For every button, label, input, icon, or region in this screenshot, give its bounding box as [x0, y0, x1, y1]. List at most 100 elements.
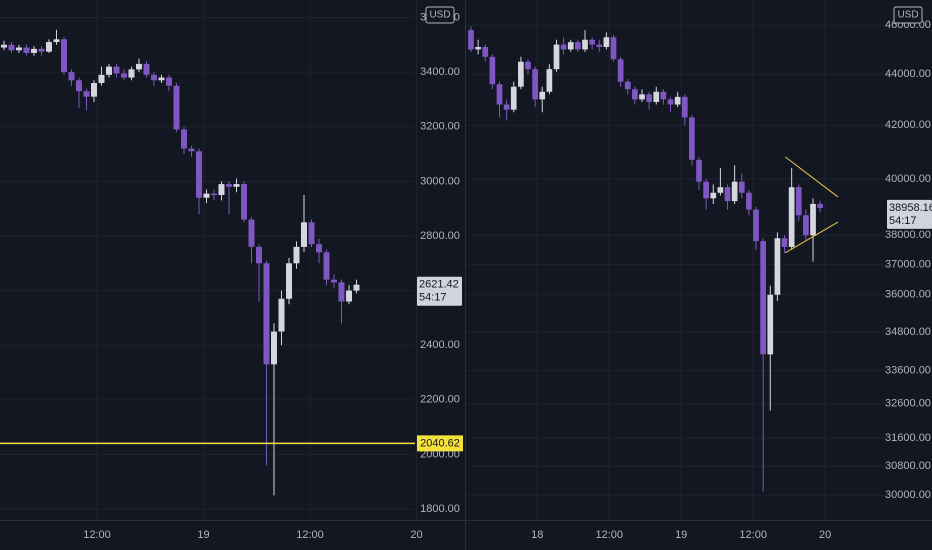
candle-body: [532, 69, 538, 100]
last-price-box: [417, 276, 462, 306]
hline-price-box: [417, 435, 463, 452]
candle-body: [255, 246, 262, 264]
candle-body: [510, 86, 517, 110]
candle-body: [653, 91, 660, 102]
candle-body: [38, 48, 45, 52]
y-tick-label: 40000.00: [885, 173, 931, 185]
currency-label: USD: [897, 10, 918, 21]
countdown-label: 54:17: [419, 292, 447, 304]
candle-body: [518, 61, 524, 87]
candle-body: [475, 46, 481, 50]
y-tick-label: 44000.00: [885, 68, 931, 80]
candle-body: [817, 203, 824, 208]
candle-body: [173, 85, 180, 130]
candle-body: [681, 96, 688, 118]
candle-body: [158, 77, 165, 81]
candle-body: [760, 241, 766, 355]
candle-body: [738, 181, 745, 193]
candle-body: [113, 66, 120, 74]
candle-body: [774, 238, 781, 295]
x-tick-label: 19: [675, 529, 687, 541]
candle-body: [610, 37, 617, 60]
candle-body: [810, 203, 816, 236]
candle-body: [165, 77, 172, 86]
candle-body: [731, 181, 738, 202]
x-tick-label: 19: [197, 529, 209, 541]
candle-body: [345, 290, 352, 302]
candle-body: [128, 69, 135, 78]
candle-body: [575, 42, 581, 50]
last-price-label: 38958.16: [889, 202, 932, 214]
y-tick-label: 36000.00: [885, 289, 931, 301]
candle-body: [315, 244, 322, 253]
y-tick-label: 2800.00: [420, 230, 460, 242]
candle-body: [553, 44, 560, 70]
candle-body: [278, 298, 285, 332]
candle-body: [496, 84, 503, 105]
candle-body: [300, 222, 307, 247]
y-tick-label: 2400.00: [420, 339, 460, 351]
candle-body: [45, 42, 52, 52]
candle-body: [90, 83, 97, 97]
candle-body: [270, 331, 277, 365]
candle-body: [8, 44, 15, 51]
candle-body: [263, 263, 270, 365]
trendline: [784, 156, 839, 198]
candle-body: [674, 96, 681, 105]
candle-body: [724, 187, 731, 202]
candle-body: [143, 63, 150, 75]
y-tick-label: 32600.00: [885, 398, 931, 410]
y-tick-label: 1800.00: [420, 503, 460, 515]
y-tick-label: 30000.00: [885, 489, 931, 501]
candle-body: [150, 74, 157, 81]
y-tick-label: 34800.00: [885, 326, 931, 338]
y-tick-label: 3400.00: [420, 66, 460, 78]
candle-body: [639, 94, 645, 100]
candle-body: [767, 294, 774, 355]
candle-body: [248, 219, 255, 247]
candle-body: [482, 46, 489, 57]
candle-body: [717, 187, 724, 193]
candle-body: [15, 47, 22, 51]
candle-body: [689, 117, 695, 160]
candle-body: [624, 81, 631, 90]
x-tick-label: 12:00: [595, 529, 623, 541]
candle-body: [567, 42, 574, 50]
candle-body: [582, 39, 588, 50]
candle-body: [210, 193, 217, 195]
currency-label: USD: [429, 10, 450, 21]
candle-body: [60, 39, 67, 73]
candle-body: [240, 184, 247, 220]
candle-body: [503, 104, 510, 110]
candle-body: [603, 37, 610, 47]
y-tick-label: 38000.00: [885, 229, 931, 241]
candle-body: [203, 193, 210, 198]
candle-body: [746, 192, 752, 210]
candle-body: [323, 252, 330, 280]
candle-body: [308, 222, 315, 245]
candle-body: [468, 30, 474, 50]
candle-body: [489, 56, 496, 85]
candle-body: [546, 69, 553, 92]
candle-body: [225, 184, 232, 187]
candle-body: [120, 73, 127, 78]
currency-box: [425, 6, 455, 24]
candle-body: [525, 61, 531, 70]
candle-body: [617, 59, 624, 82]
candle-body: [660, 91, 667, 100]
candle-body: [105, 66, 112, 75]
y-tick-label: 3000.00: [420, 175, 460, 187]
candle-body: [803, 215, 809, 236]
candle-body: [795, 187, 802, 216]
candle-body: [353, 284, 360, 291]
candle-body: [560, 44, 567, 50]
candle-body: [330, 279, 337, 283]
trendline: [784, 221, 839, 254]
y-tick-label: 42000.00: [885, 119, 931, 131]
last-price-box: [887, 199, 932, 229]
candle-body: [68, 72, 75, 81]
candle-body: [23, 47, 30, 53]
candle-body: [195, 151, 202, 198]
candle-body: [233, 184, 240, 187]
candle-body: [180, 129, 187, 149]
